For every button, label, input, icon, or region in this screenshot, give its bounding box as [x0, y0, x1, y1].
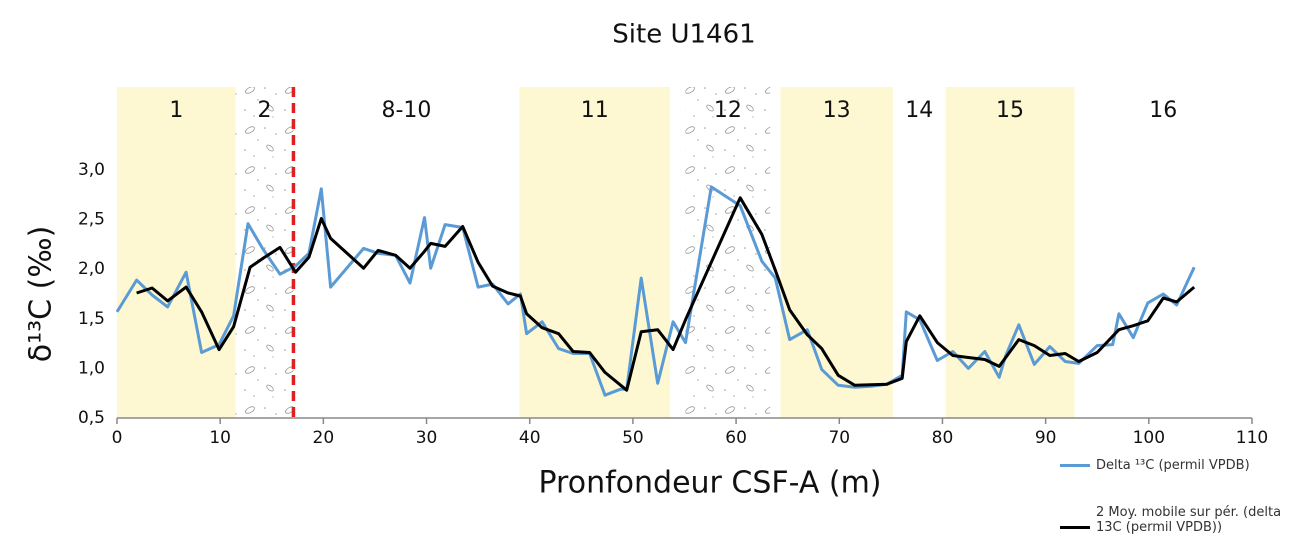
y-tick-label: 1,0 [78, 358, 105, 378]
x-tick-label: 20 [313, 428, 335, 448]
y-tick-label: 2,0 [78, 259, 105, 279]
x-tick-label: 90 [1035, 428, 1057, 448]
x-tick-label: 40 [519, 428, 541, 448]
legend-item: 2 Moy. mobile sur pér. (delta 13C (permi… [1060, 505, 1295, 535]
legend-swatch [1060, 464, 1090, 467]
series-line [136, 196, 1196, 392]
x-tick-label: 70 [828, 428, 850, 448]
x-tick-label: 0 [112, 428, 123, 448]
x-tick-label: 110 [1236, 428, 1268, 448]
zone-label: 15 [996, 98, 1024, 123]
y-tick-label: 1,5 [78, 309, 105, 329]
x-tick-label: 80 [932, 428, 954, 448]
x-tick-label: 60 [725, 428, 747, 448]
legend-swatch [1060, 526, 1090, 529]
x-tick-label: 10 [209, 428, 231, 448]
y-tick-label: 2,5 [78, 210, 105, 230]
legend-item: Delta ¹³C (permil VPDB) [1060, 458, 1295, 473]
legend-label: Delta ¹³C (permil VPDB) [1096, 458, 1250, 473]
y-tick-label: 3,0 [78, 160, 105, 180]
zone [519, 87, 671, 418]
y-tick-label: 0,5 [78, 408, 105, 428]
x-axis-label: Pronfondeur CSF-A (m) [538, 466, 881, 501]
x-tick-label: 30 [416, 428, 438, 448]
zone-label: 12 [714, 98, 742, 123]
zone-label: 1 [169, 98, 183, 123]
zone-label: 14 [905, 98, 933, 123]
zone [117, 87, 236, 418]
x-tick-label: 50 [622, 428, 644, 448]
legend-label: 2 Moy. mobile sur pér. (delta 13C (permi… [1096, 505, 1282, 535]
zone-label: 2 [258, 98, 272, 123]
zone-label: 8-10 [381, 98, 431, 123]
zone [780, 87, 893, 418]
zone-label: 11 [581, 98, 609, 123]
y-axis-label: δ¹³C (‰) [24, 226, 59, 363]
zone-label: 13 [823, 98, 851, 123]
zone-label: 16 [1149, 98, 1177, 123]
x-tick-label: 100 [1133, 428, 1165, 448]
chart-title: Site U1461 [612, 20, 755, 50]
zone [945, 87, 1075, 418]
